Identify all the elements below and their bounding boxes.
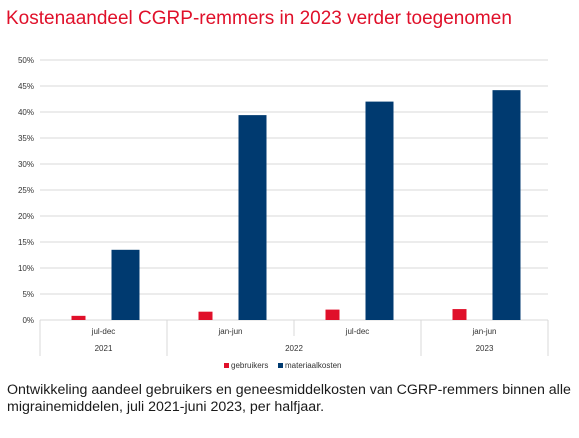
y-tick-label: 45% (18, 82, 34, 91)
y-tick-label: 5% (22, 290, 34, 299)
x-group-label: 2022 (285, 344, 303, 353)
bar-materiaalkosten (238, 115, 267, 321)
x-axis: jul-dec jan-jun jul-dec jan-jun 2021 2022 2023 (39, 320, 549, 356)
bar-chart: 0%5%10%15%20%25%30%35%40%45%50% jul-dec j… (18, 56, 549, 370)
x-group-label: 2021 (95, 344, 113, 353)
bar-gebruikers (325, 309, 340, 320)
y-tick-label: 30% (18, 160, 34, 169)
bar-materiaalkosten (492, 90, 521, 320)
y-tick-label: 15% (18, 238, 34, 247)
x-tick-label: jan-jun (471, 327, 496, 336)
x-tick-label: jul-dec (345, 327, 370, 336)
y-tick-label: 40% (18, 108, 34, 117)
x-tick-label: jan-jun (217, 327, 242, 336)
bars (71, 90, 521, 321)
legend-label-materiaalkosten: materiaalkosten (285, 361, 341, 370)
legend-swatch-materiaalkosten (278, 363, 283, 368)
legend: gebruikers materiaalkosten (224, 361, 341, 370)
bar-materiaalkosten (365, 101, 394, 320)
y-tick-label: 50% (18, 56, 34, 65)
chart-title: Kostenaandeel CGRP-remmers in 2023 verde… (6, 8, 512, 29)
x-tick-label: jul-dec (91, 327, 116, 336)
y-tick-label: 20% (18, 212, 34, 221)
legend-swatch-gebruikers (224, 363, 229, 368)
x-group-label: 2023 (476, 344, 494, 353)
legend-label-gebruikers: gebruikers (231, 361, 268, 370)
y-tick-label: 0% (22, 316, 34, 325)
chart-caption: Ontwikkeling aandeel gebruikers en genee… (7, 382, 571, 415)
y-tick-label: 10% (18, 264, 34, 273)
y-tick-label: 25% (18, 186, 34, 195)
bar-gebruikers (71, 315, 86, 320)
y-axis: 0% 5% 10% 15% 20% 25% 30% 35% 40% 45% 50% (18, 56, 34, 325)
y-tick-label: 35% (18, 134, 34, 143)
bar-gebruikers (452, 309, 467, 320)
bar-materiaalkosten (111, 249, 140, 320)
bar-gebruikers (198, 311, 213, 320)
